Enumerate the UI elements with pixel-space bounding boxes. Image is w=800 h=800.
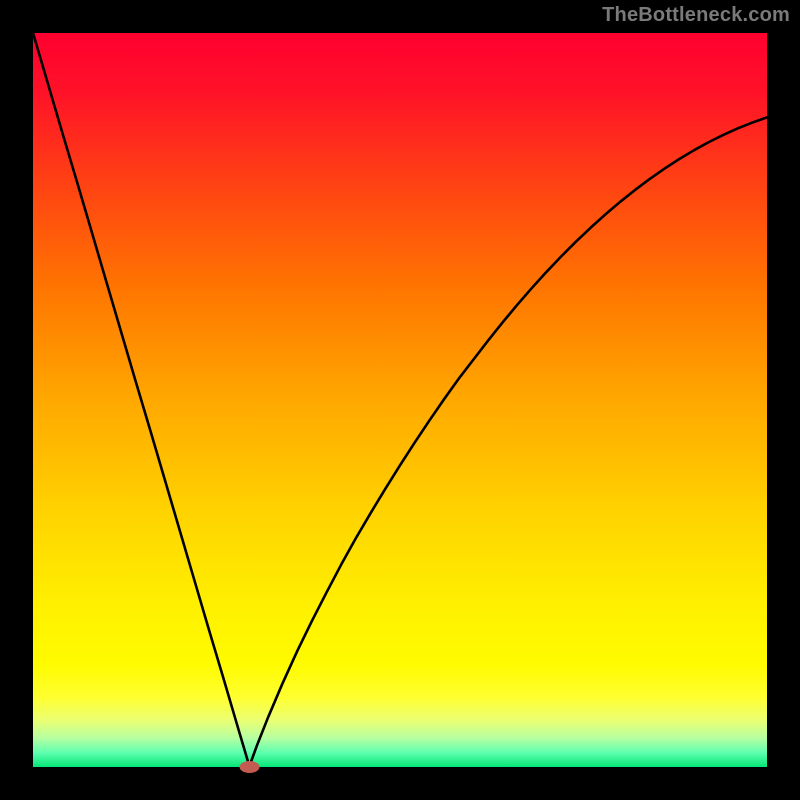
- watermark-text: TheBottleneck.com: [602, 4, 790, 27]
- plot-svg: [33, 33, 767, 767]
- chart-stage: TheBottleneck.com: [0, 0, 800, 800]
- bottleneck-curve: [33, 33, 767, 767]
- minimum-marker: [240, 761, 260, 773]
